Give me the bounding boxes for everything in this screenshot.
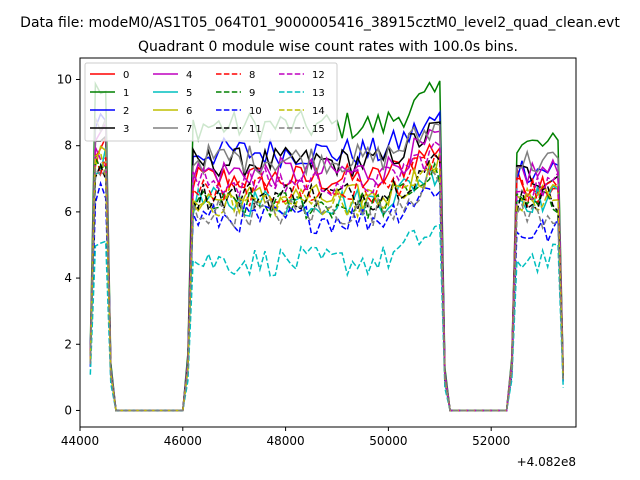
plot-area <box>89 80 564 412</box>
legend-label-10: 10 <box>249 106 262 117</box>
y-tick-label: 8 <box>64 139 72 153</box>
chart-title: Quadrant 0 module wise count rates with … <box>138 39 518 55</box>
y-tick-label: 6 <box>64 205 72 219</box>
series-line-15 <box>89 167 564 412</box>
legend-label-3: 3 <box>123 124 129 135</box>
x-tick-label: 46000 <box>164 434 202 448</box>
y-tick-label: 10 <box>57 73 72 87</box>
x-offset-label: +4.082e8 <box>517 455 576 469</box>
legend-label-4: 4 <box>186 70 192 81</box>
x-tick-label: 50000 <box>369 434 407 448</box>
legend-label-1: 1 <box>123 88 129 99</box>
series-line-10 <box>89 180 564 412</box>
legend-label-9: 9 <box>249 88 255 99</box>
legend-label-7: 7 <box>186 124 192 135</box>
axes-frame <box>79 57 577 428</box>
legend-label-5: 5 <box>186 88 192 99</box>
legend-label-0: 0 <box>123 70 129 81</box>
series-line-3 <box>89 121 564 412</box>
legend-label-2: 2 <box>123 106 129 117</box>
series-line-11 <box>89 152 564 412</box>
window-title: Data file: modeM0/AS1T05_064T01_90000054… <box>20 15 620 31</box>
series-line-8 <box>89 152 564 412</box>
series-line-14 <box>89 151 564 412</box>
legend-label-14: 14 <box>312 106 325 117</box>
legend-box <box>84 62 338 142</box>
series-line-0 <box>89 137 564 412</box>
legend-label-12: 12 <box>312 70 325 81</box>
y-tick-label: 4 <box>64 271 72 285</box>
series-line-7 <box>89 117 564 412</box>
x-tick-label: 48000 <box>267 434 305 448</box>
y-tick-label: 0 <box>64 403 72 417</box>
legend-label-6: 6 <box>186 106 192 117</box>
y-tick-label: 2 <box>64 337 72 351</box>
series-line-5 <box>89 147 564 412</box>
series-line-9 <box>89 155 564 412</box>
legend-label-11: 11 <box>249 124 262 135</box>
series-line-13 <box>89 223 564 412</box>
series-line-6 <box>89 145 564 412</box>
series-line-4 <box>89 121 564 412</box>
legend-label-15: 15 <box>312 124 325 135</box>
legend-label-13: 13 <box>312 88 325 99</box>
x-tick-label: 52000 <box>472 434 510 448</box>
legend-label-8: 8 <box>249 70 255 81</box>
x-tick-label: 44000 <box>61 434 99 448</box>
series-line-12 <box>89 140 564 412</box>
